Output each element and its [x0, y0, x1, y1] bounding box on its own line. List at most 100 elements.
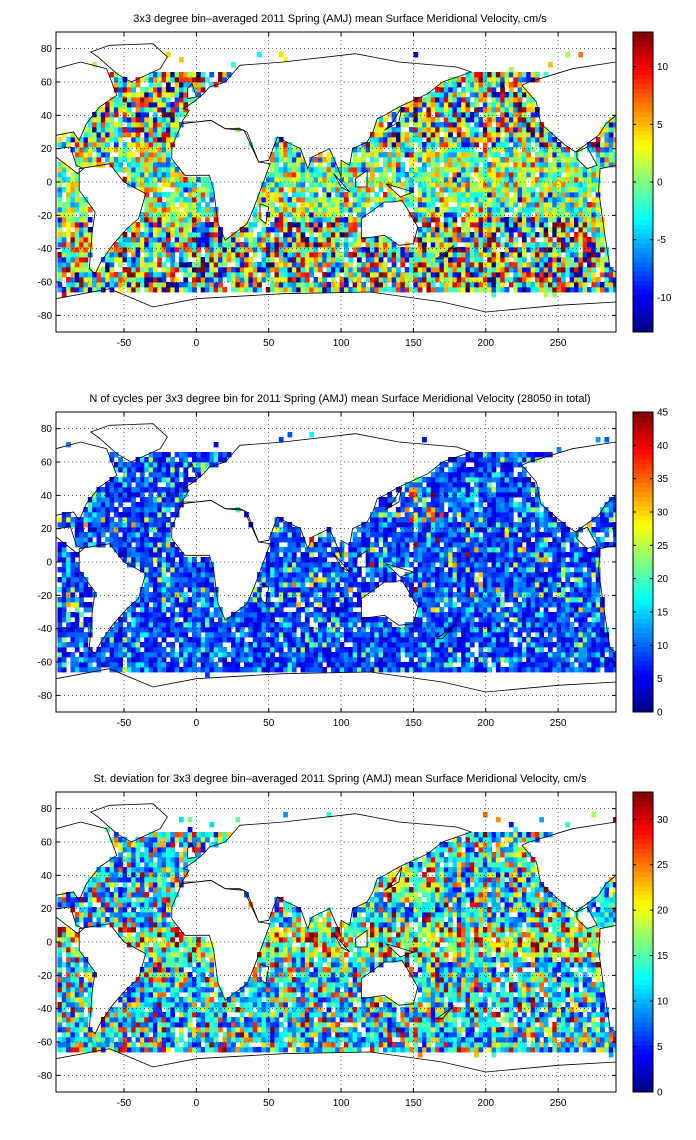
heatmap-cell	[547, 247, 553, 253]
heatmap-cell	[139, 147, 145, 153]
heatmap-cell	[152, 602, 158, 608]
heatmap-cell	[435, 92, 440, 98]
heatmap-cell	[582, 247, 588, 253]
heatmap-cell	[508, 182, 514, 188]
heatmap-cell	[74, 137, 80, 143]
heatmap-cell	[96, 137, 102, 143]
heatmap-cell	[144, 622, 150, 628]
heatmap-cell	[343, 227, 349, 233]
heatmap-cell	[257, 572, 262, 578]
heatmap-cell	[79, 202, 84, 208]
heatmap-cell	[239, 652, 245, 658]
heatmap-cell	[278, 257, 284, 263]
heatmap-cell	[465, 72, 471, 78]
heatmap-cell	[218, 457, 223, 463]
heatmap-cell	[374, 257, 380, 263]
heatmap-cell	[157, 92, 163, 98]
heatmap-cell	[152, 72, 158, 78]
heatmap-cell	[474, 287, 479, 293]
heatmap-cell	[422, 262, 427, 268]
heatmap-cell	[556, 212, 562, 218]
heatmap-cell	[469, 257, 475, 263]
heatmap-cell	[96, 662, 102, 668]
heatmap-cell	[170, 562, 176, 568]
heatmap-cell	[426, 257, 432, 263]
heatmap-cell	[61, 652, 67, 658]
heatmap-cell	[513, 242, 519, 248]
heatmap-cell	[356, 172, 362, 178]
heatmap-cell	[343, 202, 349, 208]
heatmap-cell	[426, 287, 432, 293]
heatmap-cell	[443, 227, 449, 233]
heatmap-cell	[396, 172, 401, 178]
heatmap-cell	[135, 527, 141, 533]
heatmap-cell	[448, 132, 453, 138]
heatmap-cell	[383, 177, 388, 183]
heatmap-cell	[148, 652, 154, 658]
heatmap-cell	[574, 232, 579, 238]
heatmap-cell	[157, 102, 163, 108]
heatmap-cell	[161, 142, 167, 148]
heatmap-cell	[79, 532, 84, 538]
heatmap-cell	[183, 602, 189, 608]
heatmap-cell	[252, 222, 258, 228]
heatmap-cell	[448, 147, 453, 153]
heatmap-cell	[157, 172, 163, 178]
heatmap-cell	[326, 237, 332, 243]
heatmap-cell	[287, 187, 293, 193]
heatmap-cell	[109, 647, 115, 653]
heatmap-cell	[231, 617, 236, 623]
heatmap-cell	[530, 242, 536, 248]
heatmap-cell	[387, 267, 393, 273]
heatmap-cell	[409, 192, 414, 198]
heatmap-cell	[595, 247, 601, 253]
heatmap-cell	[248, 622, 254, 628]
heatmap-cell	[131, 277, 136, 283]
heatmap-cell	[508, 222, 514, 228]
heatmap-cell	[170, 467, 176, 473]
heatmap-cell	[322, 207, 327, 213]
heatmap-cell	[539, 232, 545, 238]
heatmap-cell	[222, 657, 228, 663]
heatmap-cell	[409, 162, 414, 168]
heatmap-cell	[291, 212, 297, 218]
heatmap-cell	[218, 667, 223, 673]
heatmap-cell	[222, 457, 228, 463]
heatmap-cell	[139, 467, 145, 473]
heatmap-cell	[330, 167, 336, 173]
heatmap-cell	[343, 237, 349, 243]
heatmap-cell	[378, 152, 384, 158]
heatmap-cell	[126, 282, 132, 288]
heatmap-cell	[139, 137, 145, 143]
heatmap-cell	[70, 132, 76, 138]
heatmap-cell	[335, 272, 341, 278]
heatmap-cell	[482, 122, 488, 128]
heatmap-cell	[165, 497, 171, 503]
heatmap-cell	[174, 122, 180, 128]
heatmap-cell	[235, 612, 241, 618]
heatmap-cell	[539, 197, 545, 203]
heatmap-cell	[313, 217, 319, 223]
heatmap-cell	[530, 202, 536, 208]
heatmap-cell	[161, 617, 167, 623]
heatmap-cell	[118, 242, 123, 248]
heatmap-cell	[226, 667, 232, 673]
heatmap-cell	[534, 157, 540, 163]
heatmap-cell	[600, 152, 605, 158]
heatmap-cell	[170, 662, 176, 668]
heatmap-cell	[83, 657, 89, 663]
heatmap-cell	[309, 237, 314, 243]
heatmap-cell	[383, 152, 388, 158]
heatmap-cell	[274, 182, 280, 188]
heatmap-cell	[118, 167, 123, 173]
heatmap-cell	[278, 192, 284, 198]
heatmap-cell	[213, 452, 219, 458]
heatmap-cell	[561, 247, 566, 253]
heatmap-cell	[244, 272, 249, 278]
heatmap-cell	[278, 287, 284, 293]
heatmap-cell	[456, 172, 462, 178]
heatmap-cell	[365, 287, 371, 293]
heatmap-cell	[70, 262, 76, 268]
heatmap-cell	[70, 567, 76, 573]
heatmap-cell	[70, 597, 76, 603]
